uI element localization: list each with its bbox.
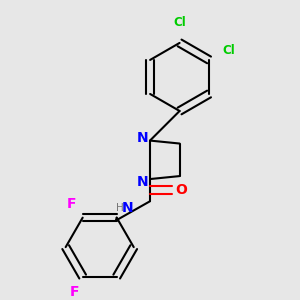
Text: Cl: Cl	[222, 44, 235, 57]
Text: N: N	[137, 130, 148, 145]
Text: F: F	[67, 196, 76, 211]
Text: F: F	[70, 285, 79, 299]
Text: H: H	[116, 203, 124, 213]
Text: O: O	[176, 183, 188, 197]
Text: N: N	[122, 201, 134, 215]
Text: Cl: Cl	[173, 16, 186, 29]
Text: N: N	[137, 175, 148, 189]
